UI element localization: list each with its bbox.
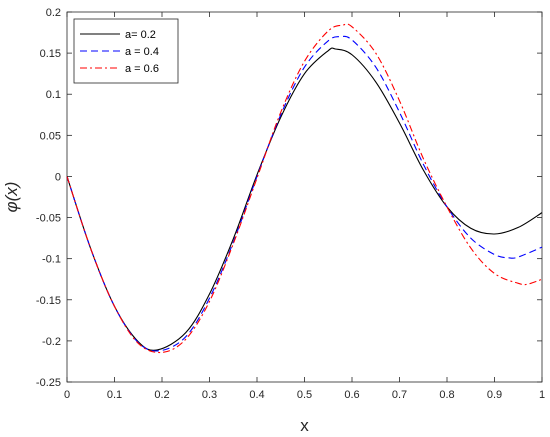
legend: a= 0.2 a = 0.4 a = 0.6 [73,18,179,84]
series-line-3 [66,23,543,354]
x-tick-label: 0.5 [297,389,312,401]
legend-label-2: a = 0.4 [125,46,159,58]
series-line-2 [66,35,543,352]
x-tick-label: 0.9 [487,389,502,401]
y-tick-label: 0.15 [40,48,61,60]
y-tick-label: 0 [55,171,61,183]
x-tick-label: 0 [64,389,70,401]
y-tick-label: 0.1 [46,89,61,101]
x-tick-label: 1 [539,389,545,401]
legend-label-3: a = 0.6 [125,63,159,75]
x-tick-label: 0.3 [202,389,217,401]
series-layer [66,23,543,354]
y-axis-label: φ(x) [2,182,21,213]
x-axis-label: x [300,416,309,435]
y-tick-label: -0.2 [42,336,61,348]
x-tick-label: 0.7 [392,389,407,401]
y-tick-label: 0.05 [40,130,61,142]
tick-layer: 0 0.1 0.2 0.3 0.4 0.5 0.6 0.7 0.8 0.9 1 -0.25 -0.2 -0… [36,7,545,401]
y-tick-label: -0.05 [36,213,61,225]
x-tick-label: 0.8 [439,389,454,401]
y-tick-label: -0.1 [42,254,61,266]
y-tick-label: 0.2 [46,7,61,19]
x-tick-label: 0.2 [154,389,169,401]
y-tick-label: -0.25 [36,377,61,389]
x-tick-label: 0.6 [344,389,359,401]
x-tick-label: 0.1 [107,389,122,401]
legend-label-1: a= 0.2 [125,29,156,41]
legend-box [73,18,179,84]
y-tick-label: -0.15 [36,295,61,307]
x-tick-label: 0.4 [249,389,264,401]
